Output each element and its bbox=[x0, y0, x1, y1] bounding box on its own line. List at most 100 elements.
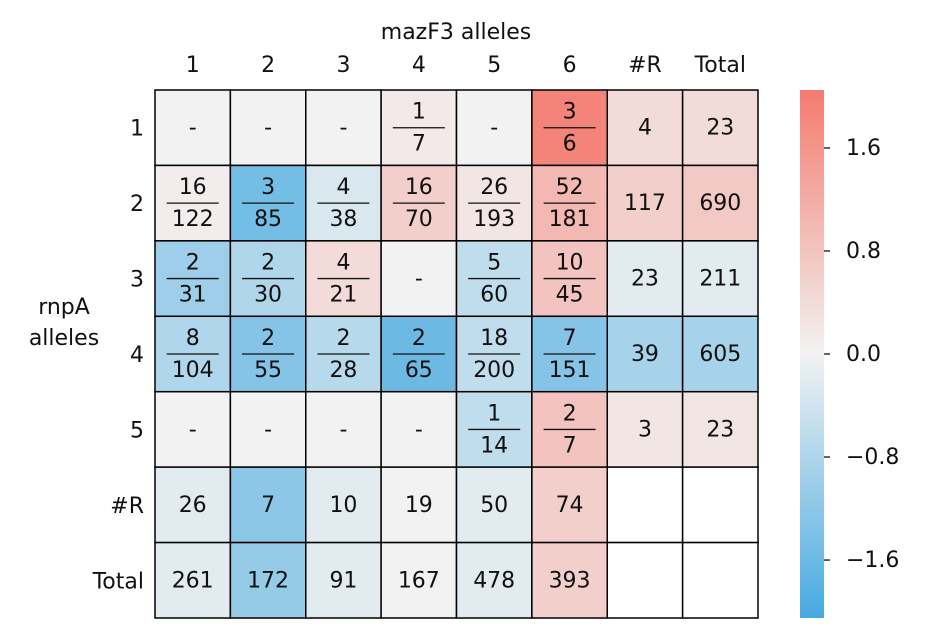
cell-label: 605 bbox=[699, 342, 741, 367]
fraction-numerator: 26 bbox=[480, 175, 508, 200]
heatmap-cell bbox=[455, 466, 533, 544]
cell-label: 74 bbox=[556, 493, 584, 518]
y-tick-label: 1 bbox=[130, 117, 144, 142]
colorbar-tick-label: −1.6 bbox=[846, 548, 899, 573]
heatmap-cell bbox=[154, 466, 232, 544]
cell-label: 26 bbox=[179, 493, 207, 518]
heatmap-cell bbox=[606, 164, 684, 242]
heatmap-cell bbox=[455, 541, 533, 619]
fraction-numerator: 2 bbox=[186, 251, 200, 276]
x-tick-label: 2 bbox=[261, 53, 275, 78]
heatmap-cell bbox=[154, 541, 232, 619]
heatmap-cell bbox=[681, 164, 759, 242]
cell-label: 23 bbox=[706, 417, 734, 442]
cell-label: - bbox=[415, 417, 423, 442]
heatmap-cell bbox=[380, 240, 458, 318]
y-tick-label: 3 bbox=[130, 268, 144, 293]
cell-label: - bbox=[264, 116, 272, 141]
heatmap-cell bbox=[531, 541, 608, 619]
fraction-denominator: 31 bbox=[179, 283, 207, 308]
cell-label: 117 bbox=[624, 191, 666, 216]
heatmap-cell bbox=[681, 240, 759, 318]
x-tick-label: 4 bbox=[412, 53, 426, 78]
fraction-numerator: 3 bbox=[563, 100, 577, 125]
x-tick-label: #R bbox=[628, 53, 662, 78]
fraction-denominator: 200 bbox=[473, 358, 515, 383]
fraction-denominator: 122 bbox=[172, 207, 214, 232]
fraction-denominator: 28 bbox=[329, 358, 357, 383]
heatmap-cell bbox=[380, 541, 458, 619]
fraction-numerator: 8 bbox=[186, 326, 200, 351]
fraction-numerator: 18 bbox=[480, 326, 508, 351]
fraction-denominator: 65 bbox=[405, 358, 433, 383]
cell-label: 690 bbox=[699, 191, 741, 216]
fraction-numerator: 1 bbox=[412, 100, 426, 125]
chart-title: mazF3 alleles bbox=[381, 20, 531, 45]
heatmap-cell bbox=[681, 315, 759, 393]
fraction-denominator: 181 bbox=[549, 207, 591, 232]
cell-label: 3 bbox=[638, 417, 652, 442]
fraction-numerator: 2 bbox=[563, 401, 577, 426]
heatmap-cell bbox=[606, 541, 684, 619]
x-tick-label: Total bbox=[694, 53, 746, 78]
cell-label: 478 bbox=[473, 568, 515, 593]
heatmap-cell bbox=[606, 89, 684, 167]
fraction-numerator: 7 bbox=[563, 326, 577, 351]
fraction-denominator: 30 bbox=[254, 283, 282, 308]
cell-label: 261 bbox=[172, 568, 214, 593]
cell-label: 19 bbox=[405, 493, 433, 518]
cell-label: - bbox=[264, 417, 272, 442]
y-tick-label: 5 bbox=[130, 418, 144, 443]
cell-label: 167 bbox=[398, 568, 440, 593]
cell-label: 23 bbox=[631, 267, 659, 292]
fraction-denominator: 60 bbox=[480, 283, 508, 308]
heatmap-cell bbox=[154, 89, 232, 167]
colorbar bbox=[800, 90, 824, 618]
colorbar-tick-label: 1.6 bbox=[846, 136, 881, 161]
x-tick-label: 1 bbox=[186, 53, 200, 78]
heatmap-cell bbox=[229, 541, 307, 619]
fraction-denominator: 7 bbox=[563, 433, 577, 458]
cell-label: 10 bbox=[329, 493, 357, 518]
cell-label: - bbox=[415, 267, 423, 292]
colorbar-tick-label: 0.8 bbox=[846, 239, 881, 264]
fraction-numerator: 16 bbox=[405, 175, 433, 200]
fraction-numerator: 2 bbox=[261, 251, 275, 276]
heatmap-cell bbox=[305, 466, 382, 544]
fraction-numerator: 2 bbox=[261, 326, 275, 351]
fraction-denominator: 55 bbox=[254, 358, 282, 383]
fraction-numerator: 16 bbox=[179, 175, 207, 200]
cell-label: 4 bbox=[638, 116, 652, 141]
cell-label: 50 bbox=[480, 493, 508, 518]
cell-label: - bbox=[490, 116, 498, 141]
cell-label: 39 bbox=[631, 342, 659, 367]
cell-label: - bbox=[189, 116, 197, 141]
fraction-denominator: 193 bbox=[473, 207, 515, 232]
fraction-numerator: 2 bbox=[336, 326, 350, 351]
heatmap-cell bbox=[681, 541, 759, 619]
fraction-denominator: 70 bbox=[405, 207, 433, 232]
cell-label: - bbox=[339, 116, 347, 141]
fraction-numerator: 1 bbox=[487, 401, 501, 426]
y-axis-label: rnpA alleles bbox=[28, 295, 100, 351]
cell-label: - bbox=[189, 417, 197, 442]
heatmap-cell bbox=[305, 89, 382, 167]
heatmap-cell bbox=[229, 390, 307, 468]
fraction-denominator: 38 bbox=[329, 207, 357, 232]
heatmap-cell bbox=[154, 390, 232, 468]
fraction-numerator: 4 bbox=[336, 175, 350, 200]
cell-label: 7 bbox=[261, 493, 275, 518]
cell-label: 393 bbox=[549, 568, 591, 593]
colorbar-tick-label: −0.8 bbox=[846, 445, 899, 470]
fraction-denominator: 85 bbox=[254, 207, 282, 232]
fraction-numerator: 2 bbox=[412, 326, 426, 351]
y-tick-label: 2 bbox=[130, 192, 144, 217]
heatmap-cell bbox=[681, 390, 759, 468]
fraction-denominator: 21 bbox=[329, 283, 357, 308]
y-tick-label: 4 bbox=[130, 343, 144, 368]
cell-label: 91 bbox=[329, 568, 357, 593]
fraction-denominator: 151 bbox=[549, 358, 591, 383]
cell-label: 211 bbox=[699, 267, 741, 292]
